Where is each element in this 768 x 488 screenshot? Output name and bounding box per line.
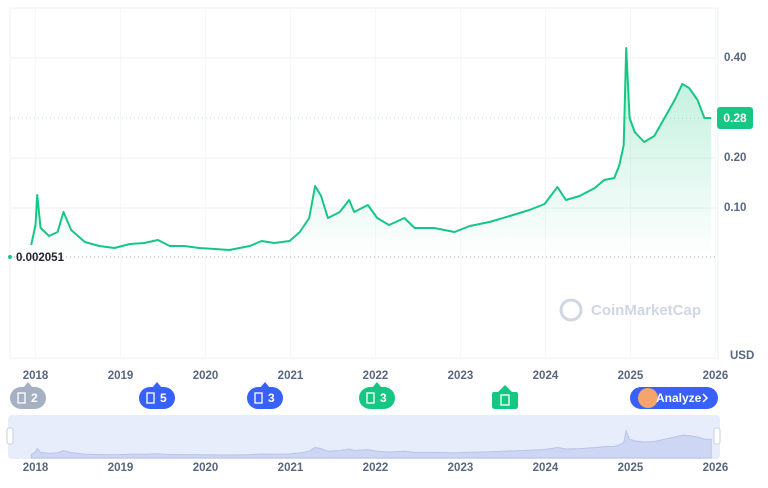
event-icon — [500, 394, 510, 406]
x-tick-label: 2020 — [193, 370, 219, 382]
reference-dot — [8, 254, 12, 259]
icon-event[interactable] — [492, 385, 518, 409]
navigator-tick-label: 2023 — [448, 462, 474, 474]
event-count: 2 — [31, 391, 38, 405]
event[interactable]: 2 — [10, 382, 46, 409]
event-count: 3 — [268, 391, 275, 405]
current-price-label: 0.28 — [723, 111, 747, 125]
navigator-handle[interactable] — [6, 427, 14, 445]
navigator-tick-label: 2019 — [108, 462, 134, 474]
event-count: 5 — [160, 391, 167, 405]
navigator-tick-label: 2026 — [703, 462, 729, 474]
watermark-text: CoinMarketCap — [591, 302, 701, 319]
navigator-area — [30, 429, 712, 459]
event-badge[interactable] — [139, 387, 175, 409]
x-tick-label: 2024 — [533, 370, 559, 382]
price-line — [30, 47, 712, 251]
event[interactable]: 3 — [247, 382, 283, 409]
price-area — [31, 48, 712, 258]
event[interactable]: 3 — [359, 382, 395, 409]
event-icon — [366, 392, 375, 404]
x-tick-label: 2025 — [618, 370, 644, 382]
watermark: CoinMarketCap — [559, 298, 701, 322]
chevron — [702, 393, 709, 403]
analyze-label[interactable]: Analyze — [656, 391, 702, 405]
x-tick-label: 2019 — [108, 370, 134, 382]
event-badge[interactable] — [247, 387, 283, 409]
info-icon[interactable] — [638, 388, 658, 408]
event-badge[interactable] — [10, 387, 46, 409]
event-badge[interactable] — [492, 385, 518, 409]
event-count: 3 — [380, 391, 387, 405]
plot-frame — [9, 7, 719, 359]
event-pointer — [152, 382, 162, 388]
event-icon — [146, 392, 155, 404]
x-tick-label: 2021 — [278, 370, 304, 382]
navigator-tick-label: 2020 — [193, 462, 219, 474]
event[interactable]: 5 — [139, 382, 175, 409]
event-badge[interactable] — [359, 387, 395, 409]
y-tick-label: 0.10 — [724, 202, 746, 214]
x-tick-label: 2018 — [23, 370, 49, 382]
event-icon — [17, 392, 26, 404]
reference-label: 0.002051 — [16, 252, 65, 264]
x-tick-label: 2026 — [703, 370, 729, 382]
event-pointer — [23, 382, 33, 388]
event-pointer — [260, 382, 270, 388]
navigator[interactable] — [8, 415, 720, 459]
y-tick-label: 0.40 — [724, 52, 746, 64]
navigator-tick-label: 2025 — [618, 462, 644, 474]
navigator-handle[interactable] — [713, 427, 721, 445]
navigator-tick-label: 2024 — [533, 462, 559, 474]
y-tick-label: 0.20 — [724, 152, 746, 164]
watermark-logo — [559, 298, 583, 322]
x-tick-label: 2022 — [363, 370, 389, 382]
event-icon — [254, 392, 263, 404]
x-tick-label: 2023 — [448, 370, 474, 382]
analyze-group[interactable]: Analyze — [630, 387, 718, 409]
y-unit: USD — [730, 350, 754, 362]
navigator-tick-label: 2022 — [363, 462, 389, 474]
navigator-tick-label: 2021 — [278, 462, 304, 474]
current-price-badge — [717, 107, 753, 129]
event-pointer — [372, 382, 382, 388]
navigator-tick-label: 2018 — [23, 462, 49, 474]
